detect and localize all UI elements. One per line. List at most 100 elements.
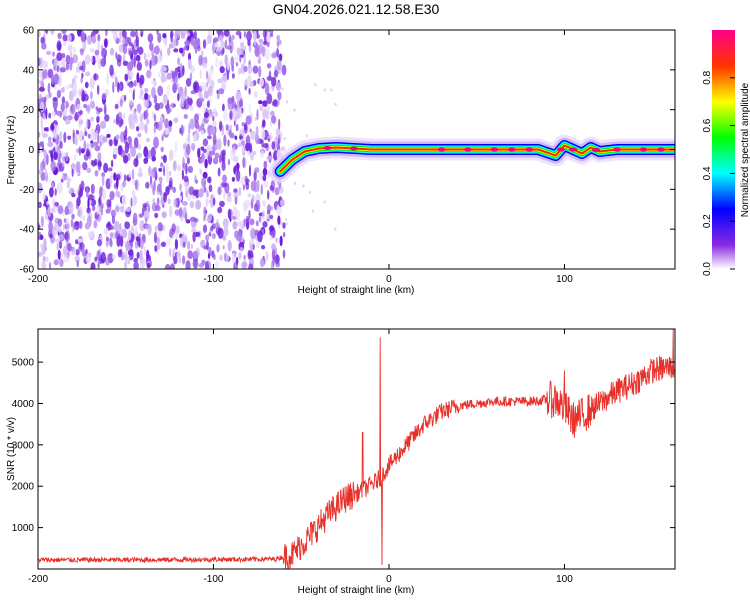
noise-speckle [267, 190, 270, 200]
noise-speckle [256, 241, 260, 249]
noise-speckle [224, 54, 228, 66]
noise-speckle [224, 39, 228, 50]
noise-speckle [157, 32, 162, 44]
noise-speckle [248, 263, 254, 269]
noise-speckle [117, 59, 122, 67]
noise-speckle [191, 228, 197, 233]
noise-speckle [172, 160, 177, 172]
noise-speckle [107, 221, 111, 227]
noise-speckle [187, 58, 192, 70]
noise-speckle [95, 129, 99, 135]
noise-speckle [86, 118, 89, 129]
noise-speckle [86, 149, 91, 157]
noise-speckle [186, 193, 192, 201]
noise-speckle [59, 66, 66, 73]
noise-speckle [90, 90, 93, 100]
y-tick-label: 4000 [12, 399, 35, 410]
noise-speckle [161, 66, 167, 71]
noise-speckle [219, 200, 225, 208]
noise-speckle [60, 152, 67, 157]
noise-speckle [168, 170, 172, 177]
noise-speckle [157, 72, 161, 78]
noise-speckle [208, 85, 213, 97]
noise-speckle [222, 235, 227, 241]
noise-speckle [177, 72, 181, 79]
noise-speckle [210, 125, 216, 136]
noise-speckle [203, 112, 210, 118]
noise-speckle [177, 164, 181, 172]
noise-speckle [223, 134, 227, 147]
noise-speckle [170, 102, 173, 110]
noise-speckle [248, 250, 254, 258]
noise-speckle [323, 200, 326, 204]
noise-speckle [200, 129, 204, 136]
noise-speckle [268, 225, 274, 232]
noise-speckle [264, 83, 270, 96]
noise-speckle [262, 167, 268, 176]
noise-speckle [281, 64, 287, 76]
spectrogram-ridge [269, 134, 675, 183]
noise-speckle [187, 35, 192, 41]
ridge-core-red [279, 144, 675, 173]
noise-speckle [275, 254, 280, 263]
noise-speckle [177, 92, 180, 102]
noise-speckle [96, 250, 101, 261]
noise-speckle [138, 213, 144, 218]
noise-speckle [157, 183, 162, 193]
noise-speckle [115, 134, 120, 140]
noise-speckle [68, 188, 72, 195]
noise-speckle [164, 37, 167, 47]
noise-speckle [185, 260, 191, 269]
noise-speckle [62, 86, 65, 93]
noise-speckle [247, 193, 252, 198]
noise-speckle [192, 259, 199, 269]
noise-speckle [206, 82, 209, 88]
ridge-hotspot [349, 146, 358, 151]
noise-speckle [56, 144, 61, 155]
noise-speckle [222, 73, 228, 83]
noise-speckle [164, 118, 169, 129]
noise-speckle [273, 69, 279, 78]
noise-speckle [277, 215, 281, 225]
noise-speckle [236, 162, 240, 170]
noise-speckle [62, 34, 68, 42]
noise-speckle [154, 245, 158, 252]
noise-speckle [243, 255, 246, 264]
noise-speckle [105, 208, 110, 214]
noise-speckle [166, 163, 169, 175]
noise-speckle [157, 222, 163, 232]
noise-speckle [119, 83, 122, 91]
noise-speckle [190, 142, 196, 151]
noise-speckle [217, 167, 221, 177]
noise-speckle [154, 55, 158, 65]
noise-speckle [87, 133, 91, 139]
noise-speckle [148, 166, 152, 176]
noise-speckle [139, 220, 145, 232]
noise-speckle [243, 46, 247, 51]
noise-speckle [192, 189, 199, 197]
noise-speckle [212, 157, 219, 165]
noise-speckle [139, 89, 144, 98]
noise-speckle [120, 118, 124, 126]
noise-speckle [207, 34, 212, 45]
noise-speckle [136, 236, 139, 242]
noise-speckle [114, 103, 119, 110]
noise-speckle [179, 183, 182, 192]
noise-speckle [181, 169, 184, 181]
noise-speckle [76, 260, 79, 268]
noise-speckle [194, 113, 199, 123]
noise-speckle [147, 33, 154, 43]
noise-speckle [159, 116, 164, 123]
noise-speckle [132, 217, 138, 226]
noise-speckle [165, 172, 170, 183]
noise-speckle [167, 198, 171, 205]
noise-speckle [192, 81, 197, 91]
colorbar-tick-label: 0.4 [702, 166, 713, 180]
y-tick-label: -60 [20, 265, 35, 276]
noise-speckle [245, 215, 250, 224]
noise-speckle [100, 206, 104, 216]
noise-speckle [131, 168, 135, 180]
noise-speckle [60, 102, 65, 112]
noise-speckle [168, 43, 174, 49]
